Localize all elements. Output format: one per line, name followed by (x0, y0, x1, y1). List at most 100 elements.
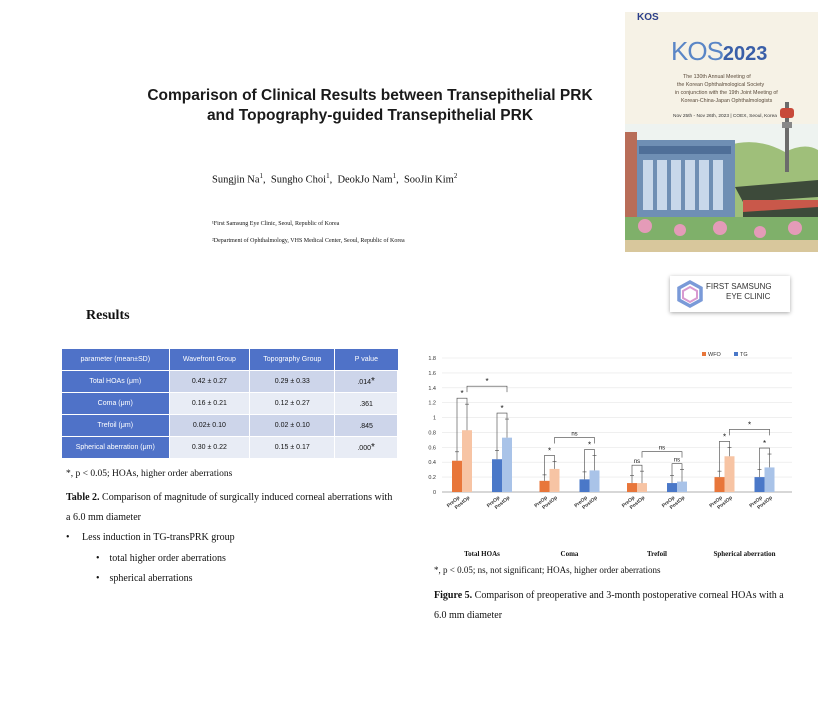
row-parameter: Spherical aberration (μm) (62, 436, 170, 458)
results-heading: Results (86, 308, 130, 323)
bar (754, 477, 765, 492)
affiliation-1: ¹First Samsung Eye Clinic, Seoul, Republ… (212, 221, 340, 227)
between-group-bracket (641, 451, 683, 458)
cell-topography: 0.02 ± 0.10 (249, 414, 336, 437)
bar (667, 483, 677, 492)
clinic-logo: FIRST SAMSUNG EYE CLINIC (670, 276, 790, 312)
y-tick-label: 1 (433, 416, 436, 422)
bar (714, 477, 725, 492)
kos-brand-logo: KOS2023 (671, 36, 768, 66)
author-sup: 1 (259, 172, 264, 180)
clinic-name: FIRST SAMSUNG EYE CLINIC (706, 282, 772, 301)
row-parameter: Coma (μm) (62, 392, 170, 415)
significance-bracket (496, 412, 508, 451)
bar (637, 483, 647, 492)
between-group-bracket (554, 437, 595, 444)
significance-bracket (456, 397, 468, 452)
conference-line-3: in conjunction with the 19th Joint Meeti… (675, 90, 778, 96)
title-line-1: Comparison of Clinical Results between T… (147, 87, 593, 104)
bar (724, 456, 735, 492)
row-parameter: Trefoil (μm) (62, 414, 170, 437)
significance-bracket (671, 463, 683, 476)
y-tick-label: 0.2 (428, 475, 436, 481)
figure-caption: Figure 5. Comparison of preoperative and… (434, 590, 784, 621)
bar (492, 459, 502, 492)
x-category-label: Coma (561, 550, 579, 558)
significance-bracket (719, 441, 730, 472)
bar (549, 468, 560, 492)
conference-line-2: the Korean Ophthalmological Society (677, 82, 765, 88)
affiliation-2: ²Department of Ophthalmology, VHS Medica… (212, 238, 405, 244)
author-name: DeokJo Nam (337, 174, 393, 186)
significance-mark: * (500, 404, 503, 413)
kos-small-logo: KOS (637, 12, 659, 23)
author-name: SooJin Kim (403, 174, 454, 186)
significance-mark: * (763, 439, 766, 448)
hexagon-logo-icon (677, 280, 703, 308)
seoul-illustration (625, 102, 818, 252)
bullet-main: • Less induction in TG-transPRK group (66, 532, 235, 543)
cell-wavefront: 0.30 ± 0.22 (169, 436, 251, 458)
cell-wavefront: 0.42 ± 0.27 (169, 370, 251, 393)
table-row: Spherical aberration (μm) 0.30 ± 0.22 0.… (62, 436, 398, 458)
table-row: Coma (μm) 0.16 ± 0.21 0.12 ± 0.27 .361 (62, 392, 398, 415)
between-group-mark: ns (659, 446, 665, 452)
author-sup: 2 (453, 172, 458, 180)
bar (539, 480, 550, 492)
bar (502, 437, 512, 492)
table-header-row: parameter (mean±SD) Wavefront Group Topo… (62, 349, 398, 371)
between-group-mark: * (485, 377, 488, 386)
y-tick-label: 1.8 (428, 356, 436, 362)
significance-mark: * (723, 432, 726, 441)
table-header: Wavefront Group (169, 349, 251, 371)
bar (589, 470, 600, 492)
bar (452, 460, 462, 492)
cell-wavefront: 0.02± 0.10 (169, 414, 251, 437)
author-list: Sungjin Na1, Sungho Choi1, DeokJo Nam1, … (212, 172, 458, 186)
y-tick-label: 1.4 (428, 386, 436, 392)
bar (579, 479, 590, 492)
legend-label: TG (740, 352, 748, 358)
conference-date: Nov 25th - Nov 26th, 2023 | COEX, Seoul,… (673, 114, 777, 119)
table-caption: Table 2. Comparison of magnitude of surg… (66, 492, 393, 523)
y-tick-label: 0.6 (428, 445, 436, 451)
significance-mark: * (548, 446, 551, 455)
legend-label: WFO (708, 352, 722, 358)
between-group-bracket (729, 429, 770, 436)
cell-topography: 0.15 ± 0.17 (249, 436, 336, 458)
significance-mark: * (460, 389, 463, 398)
conference-line-4: Korean-China-Japan Ophthalmologists (681, 98, 773, 104)
table-row: Total HOAs (μm) 0.42 ± 0.27 0.29 ± 0.33 … (62, 370, 398, 393)
cell-topography: 0.29 ± 0.33 (249, 370, 336, 393)
bullet-sub-2: • spherical aberrations (96, 573, 193, 584)
table-header: P value (334, 349, 398, 371)
bar (677, 481, 687, 492)
poster-title: Comparison of Clinical Results between T… (100, 86, 640, 126)
author-sup: 1 (392, 172, 397, 180)
cell-pvalue: .014* (334, 370, 398, 393)
cell-pvalue: .845 (334, 414, 398, 437)
cell-wavefront: 0.16 ± 0.21 (169, 392, 251, 415)
table-footnote: *, p < 0.05; HOAs, higher order aberrati… (66, 469, 233, 479)
conference-banner: KOS KOS2023 The 130th Annual Meeting of … (625, 12, 818, 252)
bar (627, 483, 637, 492)
cell-pvalue: .000* (334, 436, 398, 458)
between-group-bracket (466, 385, 508, 393)
author-name: Sungjin Na (212, 174, 260, 186)
legend-swatch (702, 352, 706, 356)
author-sup: 1 (326, 172, 330, 180)
table-header: parameter (mean±SD) (62, 349, 170, 371)
title-line-2: and Topography-guided Transepithelial PR… (206, 107, 534, 124)
figure-footnote: *, p < 0.05; ns, not significant; HOAs, … (434, 565, 661, 575)
results-table: parameter (mean±SD) Wavefront Group Topo… (62, 349, 398, 458)
x-category-label: Total HOAs (464, 550, 500, 558)
y-tick-label: 0.8 (428, 430, 436, 436)
y-tick-label: 1.6 (428, 371, 436, 377)
table-header: Topography Group (249, 349, 336, 371)
y-tick-label: 0 (433, 490, 436, 496)
x-category-label: Spherical aberration (713, 550, 775, 558)
y-tick-label: 1.2 (428, 401, 436, 407)
significance-bracket (544, 455, 555, 475)
bar (462, 430, 472, 492)
